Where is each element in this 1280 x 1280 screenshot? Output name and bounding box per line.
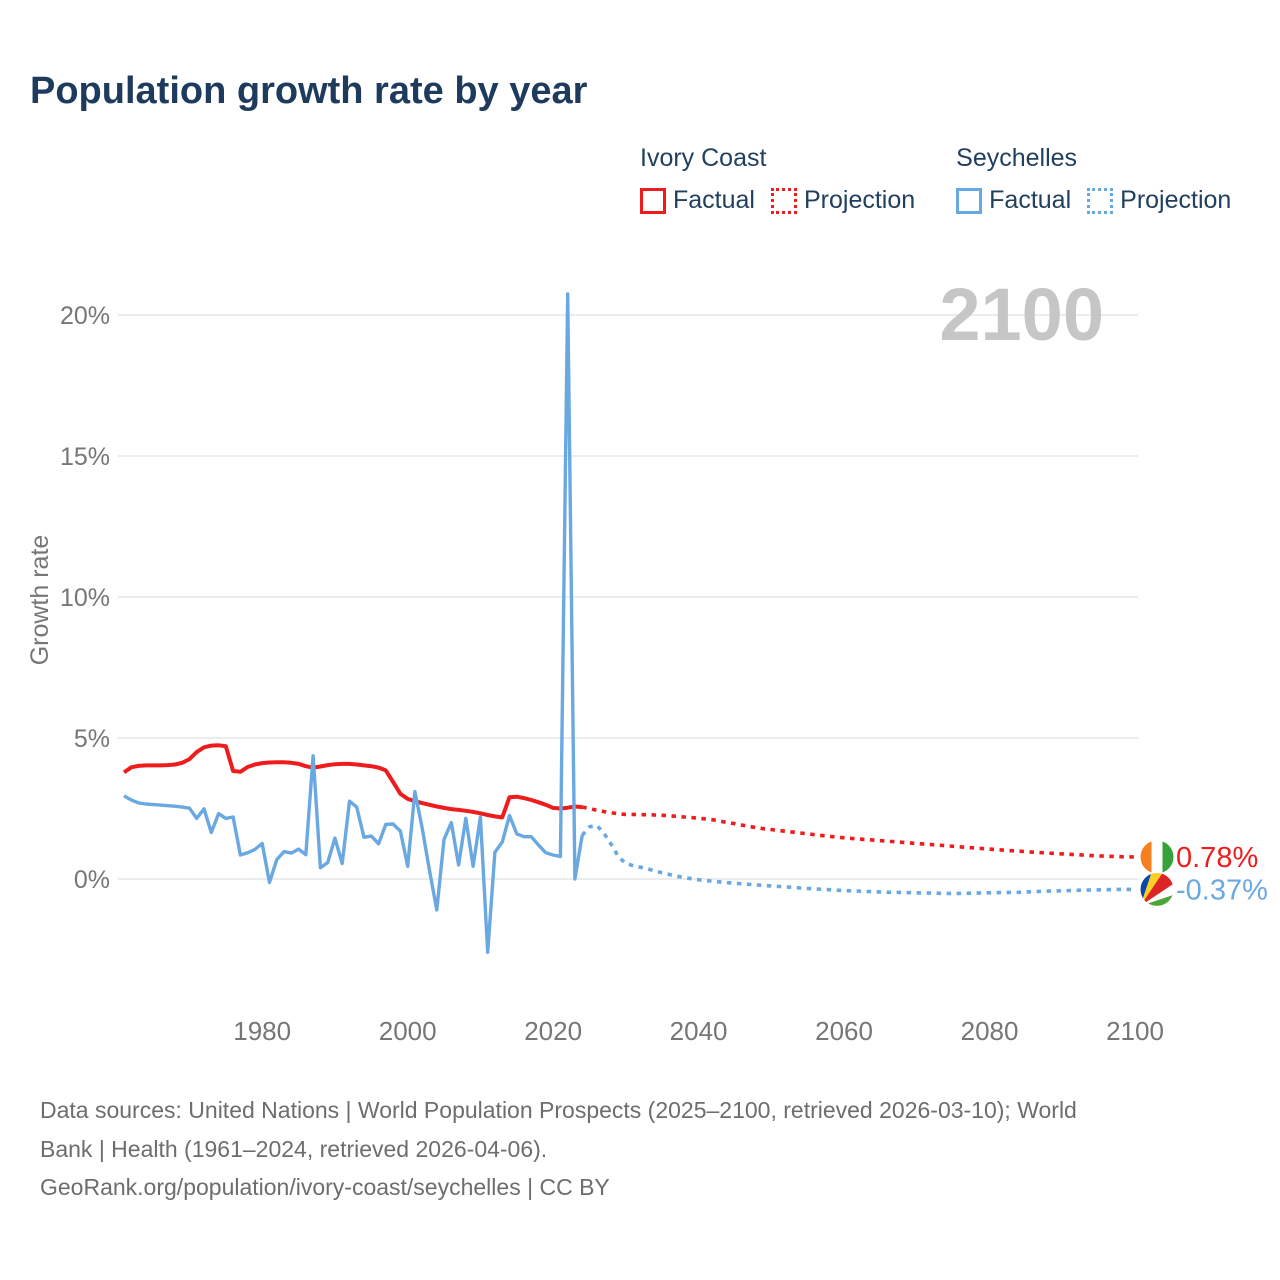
attribution-link: GeoRank.org/population/ivory-coast/seych… <box>40 1174 610 1200</box>
chart-legend: Ivory Coast Factual Projection Seychelle… <box>640 144 1231 215</box>
x-tick-label: 2100 <box>1106 1016 1164 1046</box>
series-ivory-coast-factual <box>122 743 583 820</box>
end-value-label-ivory-coast: 0.78% <box>1176 842 1258 874</box>
page-title: Population growth rate by year <box>30 70 588 112</box>
legend-group-ivory-coast: Ivory Coast Factual Projection <box>640 144 915 215</box>
year-watermark: 2100 <box>939 273 1104 356</box>
x-tick-label: 1980 <box>233 1016 291 1046</box>
ivory-coast-flag-icon <box>1140 840 1174 874</box>
y-tick-label: 10% <box>60 584 110 612</box>
legend-item-seychelles-projection[interactable]: Projection <box>1087 186 1231 215</box>
y-axis-title: Growth rate <box>26 535 54 666</box>
legend-swatch-blue-dotted-icon <box>1087 187 1114 214</box>
data-sources-line-1: Data sources: United Nations | World Pop… <box>40 1097 1077 1123</box>
legend-swatch-blue-solid-icon <box>956 187 983 214</box>
data-sources-line-2: Bank | Health (1961–2024, retrieved 2026… <box>40 1135 548 1162</box>
legend-item-ivory-coast-factual[interactable]: Factual <box>640 186 755 215</box>
x-tick-label: 2040 <box>670 1016 728 1046</box>
y-tick-label: 5% <box>74 725 110 753</box>
y-tick-label: 0% <box>74 866 110 894</box>
legend-item-label: Factual <box>673 186 755 214</box>
seychelles-flag-icon <box>1140 872 1174 906</box>
series-seychelles-projection <box>580 823 1135 896</box>
legend-group-name: Ivory Coast <box>640 144 767 172</box>
legend-item-label: Projection <box>1120 186 1232 214</box>
x-tick-label: 2020 <box>524 1016 582 1046</box>
legend-swatch-red-dotted-icon <box>770 187 797 214</box>
footer: Data sources: United Nations | World Pop… <box>40 1091 1077 1207</box>
x-tick-label: 2060 <box>815 1016 873 1046</box>
legend-group-seychelles: Seychelles Factual Projection <box>956 144 1231 215</box>
x-tick-label: 2000 <box>379 1016 437 1046</box>
x-tick-label: 2080 <box>961 1016 1019 1046</box>
growth-rate-chart: 0% 5% 10% 15% 20% 2100 1980 2000 2020 2040 2060 208… <box>26 273 1268 1046</box>
series-seychelles-factual <box>123 292 584 954</box>
legend-swatch-red-solid-icon <box>640 187 666 214</box>
legend-item-ivory-coast-projection[interactable]: Projection <box>770 186 916 215</box>
legend-item-label: Projection <box>803 186 916 214</box>
legend-item-label: Factual <box>989 186 1072 214</box>
y-tick-label: 15% <box>60 443 110 471</box>
legend-group-name: Seychelles <box>956 144 1078 172</box>
series-ivory-coast-projection <box>581 805 1136 859</box>
legend-item-seychelles-factual[interactable]: Factual <box>956 186 1071 215</box>
legend-row: Factual Projection <box>640 186 915 215</box>
end-value-label-seychelles: -0.37% <box>1176 874 1268 906</box>
y-tick-label: 20% <box>60 302 110 330</box>
legend-row: Factual Projection <box>956 186 1231 215</box>
